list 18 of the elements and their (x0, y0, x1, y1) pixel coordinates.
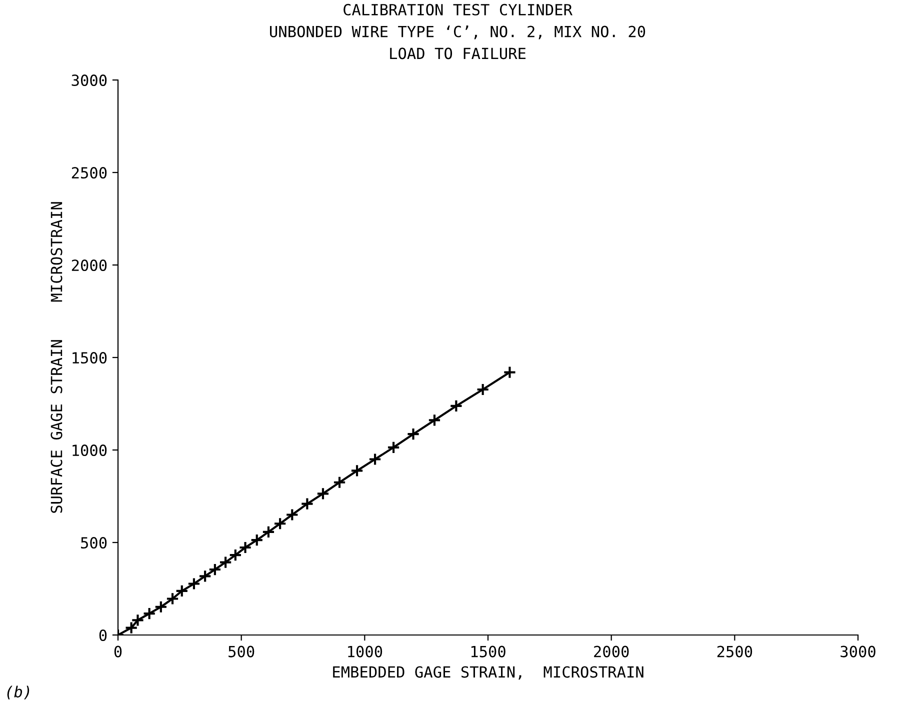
x-tick-label: 500 (228, 646, 254, 658)
y-tick-label: 1000 (72, 444, 107, 456)
x-tick-label: 0 (114, 646, 122, 658)
x-tick-label: 2000 (594, 646, 629, 658)
text: (b) (7, 686, 30, 700)
x-tick-label: 1000 (348, 646, 382, 658)
x-tick-label: 1500 (471, 646, 506, 658)
y-tick-label: 0 (99, 630, 107, 642)
y-tick-label: 2000 (72, 260, 107, 272)
chart-title: CALIBRATION TEST CYLINDER UNBONDED WIRE TYPE ‘C’, NO. 2, MIX NO. 20 LOAD TO FAILURE (270, 4, 646, 60)
x-tick-label: 2500 (717, 646, 752, 658)
x-tick-label: 3000 (840, 646, 876, 658)
y-tick-label: 500 (81, 537, 107, 549)
x-axis-title: EMBEDDED GAGE STRAIN, MICROSTRAIN (333, 666, 644, 680)
y-axis-title: SURFACE GAGE STRAIN MICROSTRAIN (50, 202, 62, 513)
y-tick-label: 1500 (72, 352, 107, 364)
y-tick-label: 3000 (72, 74, 107, 86)
y-tick-label: 2500 (72, 167, 107, 179)
